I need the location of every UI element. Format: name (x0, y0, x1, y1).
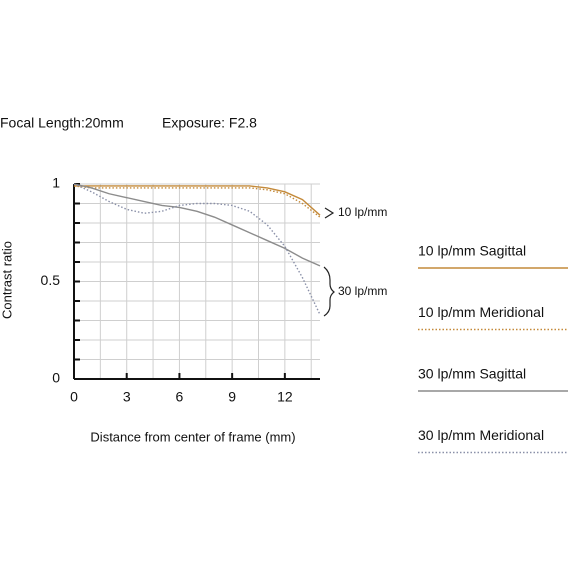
header-focal: Focal Length:20mm (0, 115, 124, 131)
x-tick-label: 3 (123, 389, 131, 405)
y-tick-label: 1 (52, 175, 60, 191)
x-tick-label: 9 (228, 389, 236, 405)
bracket-30 (323, 266, 335, 317)
header-exposure: Exposure: F2.8 (162, 115, 257, 131)
x-axis-label: Distance from center of frame (mm) (90, 429, 295, 444)
series-line (73, 183, 321, 315)
legend-label: 10 lp/mm Meridional (418, 304, 544, 320)
series-line (74, 185, 321, 216)
legend-label: 30 lp/mm Sagittal (418, 366, 526, 382)
x-tick-label: 6 (176, 389, 184, 405)
series-line (73, 185, 321, 218)
y-axis-label: Contrast ratio (0, 241, 14, 319)
series-line (73, 183, 321, 267)
y-tick-label: 0 (52, 370, 60, 386)
x-tick-label: 12 (277, 389, 293, 405)
x-tick-label: 0 (70, 389, 78, 405)
y-tick-label: 0.5 (41, 272, 61, 288)
annotation: 10 lp/mm (338, 205, 387, 219)
legend-label: 30 lp/mm Meridional (418, 427, 544, 443)
legend-label: 10 lp/mm Sagittal (418, 243, 526, 259)
annotation: 30 lp/mm (338, 284, 387, 298)
bracket-10 (324, 207, 335, 219)
